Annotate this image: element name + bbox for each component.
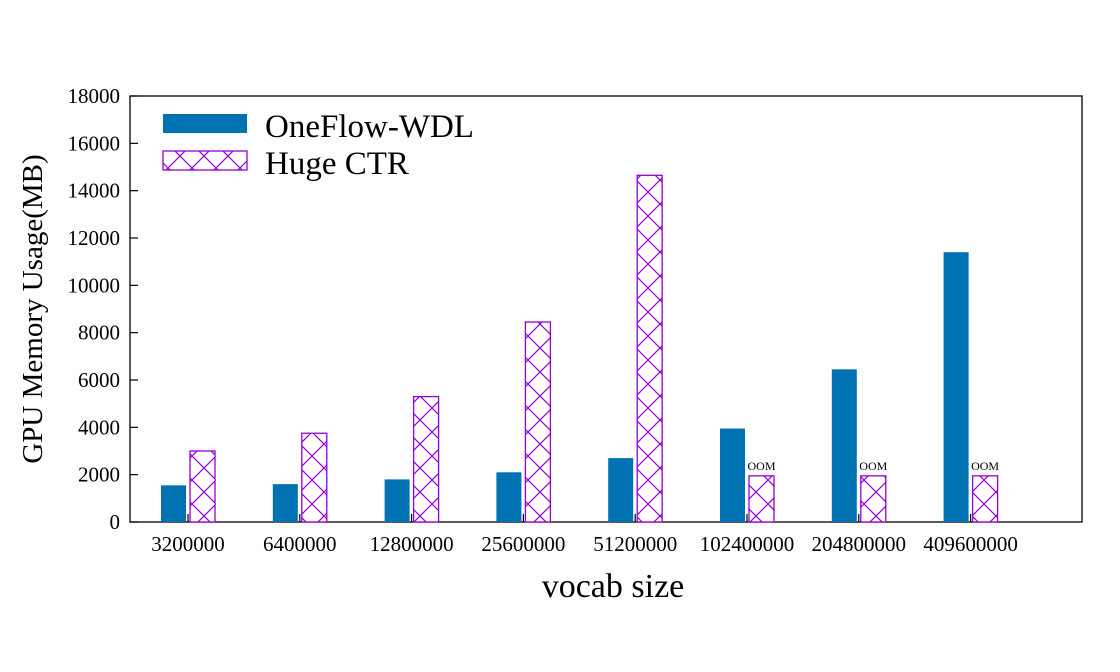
y-axis-title: GPU Memory Usage(MB) [17, 154, 49, 463]
legend: OneFlow-WDL Huge CTR [162, 109, 474, 182]
y-tick-label: 2000 [78, 463, 120, 487]
oom-annotation: OOM [859, 459, 887, 473]
bar-oneflow-wdl [272, 484, 298, 522]
y-tick-label: 18000 [68, 84, 121, 108]
bar-huge-ctr [301, 432, 328, 523]
legend-swatch-oneflow-wdl [163, 114, 247, 133]
bar-oneflow-wdl [496, 472, 522, 522]
bar-oneflow-wdl [161, 485, 186, 522]
bar-huge-ctr [971, 475, 999, 523]
bar-oneflow-wdl [720, 428, 745, 522]
bar-huge-ctr [524, 321, 552, 523]
plot-frame [129, 95, 1083, 523]
y-tick-label: 0 [110, 510, 121, 534]
bar-oneflow-wdl [384, 479, 410, 522]
y-tick-label: 12000 [68, 226, 121, 250]
bar-oneflow-wdl [943, 252, 969, 522]
x-tick-label: 6400000 [263, 532, 337, 556]
y-tick-label: 10000 [68, 273, 121, 297]
bar-huge-ctr [412, 395, 440, 523]
x-tick-label: 409600000 [923, 532, 1018, 556]
bar-oneflow-wdl [831, 369, 857, 522]
legend-label-huge-ctr: Huge CTR [265, 146, 409, 182]
oom-annotation: OOM [747, 459, 775, 473]
oom-annotation: OOM [971, 459, 999, 473]
x-tick-label: 204800000 [812, 532, 907, 556]
y-tick-label: 14000 [68, 179, 121, 203]
x-tick-label: 25600000 [481, 532, 565, 556]
bar-huge-ctr [748, 475, 775, 523]
y-tick-label: 8000 [78, 321, 120, 345]
x-tick-label: 3200000 [151, 532, 225, 556]
y-tick-label: 16000 [68, 131, 121, 155]
legend-swatch-huge-ctr [162, 150, 248, 171]
y-tick-label: 4000 [78, 415, 120, 439]
bar-oneflow-wdl [608, 458, 634, 522]
x-axis-title: vocab size [542, 568, 685, 605]
legend-label-oneflow-wdl: OneFlow-WDL [265, 109, 474, 145]
bar-huge-ctr [860, 475, 887, 523]
x-tick-label: 51200000 [593, 532, 677, 556]
bar-huge-ctr [636, 174, 663, 523]
x-tick-label: 12800000 [370, 532, 454, 556]
bar-huge-ctr [189, 450, 216, 523]
y-tick-label: 6000 [78, 368, 120, 392]
x-tick-label: 102400000 [700, 532, 795, 556]
